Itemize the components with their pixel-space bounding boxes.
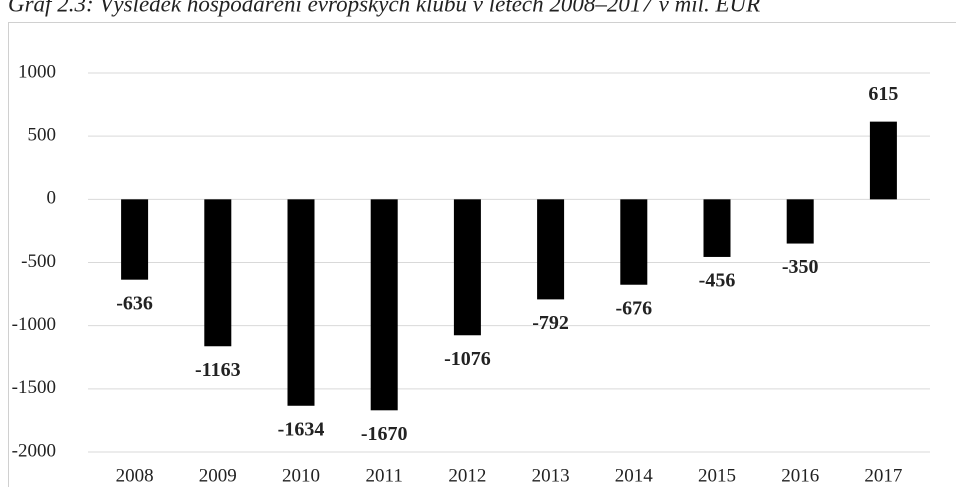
y-tick-label: 500 — [28, 125, 57, 146]
bar — [121, 199, 149, 280]
x-tick-label: 2009 — [199, 465, 237, 486]
data-label: 615 — [868, 83, 898, 105]
bar — [287, 199, 315, 406]
bar — [204, 199, 232, 347]
y-tick-label: -1500 — [12, 377, 56, 398]
data-label: -456 — [699, 270, 736, 292]
bar — [453, 199, 481, 336]
bar — [370, 199, 398, 411]
data-label: -1076 — [444, 348, 491, 370]
y-tick-label: -2000 — [12, 440, 56, 461]
bar — [620, 199, 648, 285]
x-tick-label: 2014 — [615, 465, 654, 486]
bar — [703, 199, 731, 257]
bar — [537, 199, 565, 300]
x-tick-label: 2015 — [698, 465, 736, 486]
data-label: -1163 — [195, 359, 241, 381]
x-tick-label: 2011 — [366, 465, 403, 486]
x-tick-label: 2008 — [116, 465, 154, 486]
data-label: -350 — [782, 256, 819, 278]
bar — [869, 121, 897, 200]
x-tick-label: 2010 — [282, 465, 320, 486]
data-label: -1634 — [278, 418, 325, 440]
x-tick-label: 2016 — [781, 465, 819, 486]
data-label: -792 — [532, 312, 569, 334]
data-label: -676 — [615, 297, 652, 319]
chart-border — [8, 22, 956, 487]
data-label: -636 — [116, 292, 153, 314]
y-tick-label: -1000 — [12, 314, 56, 335]
x-tick-label: 2013 — [532, 465, 570, 486]
y-tick-label: 0 — [47, 188, 57, 209]
x-tick-label: 2017 — [864, 465, 902, 486]
x-tick-label: 2012 — [448, 465, 486, 486]
data-label: -1670 — [361, 423, 408, 445]
y-tick-label: -500 — [21, 251, 56, 272]
y-tick-label: 1000 — [18, 61, 56, 82]
bar — [786, 199, 814, 244]
chart-title: Graf 2.3: Výsledek hospodaření evropskýc… — [8, 0, 760, 16]
